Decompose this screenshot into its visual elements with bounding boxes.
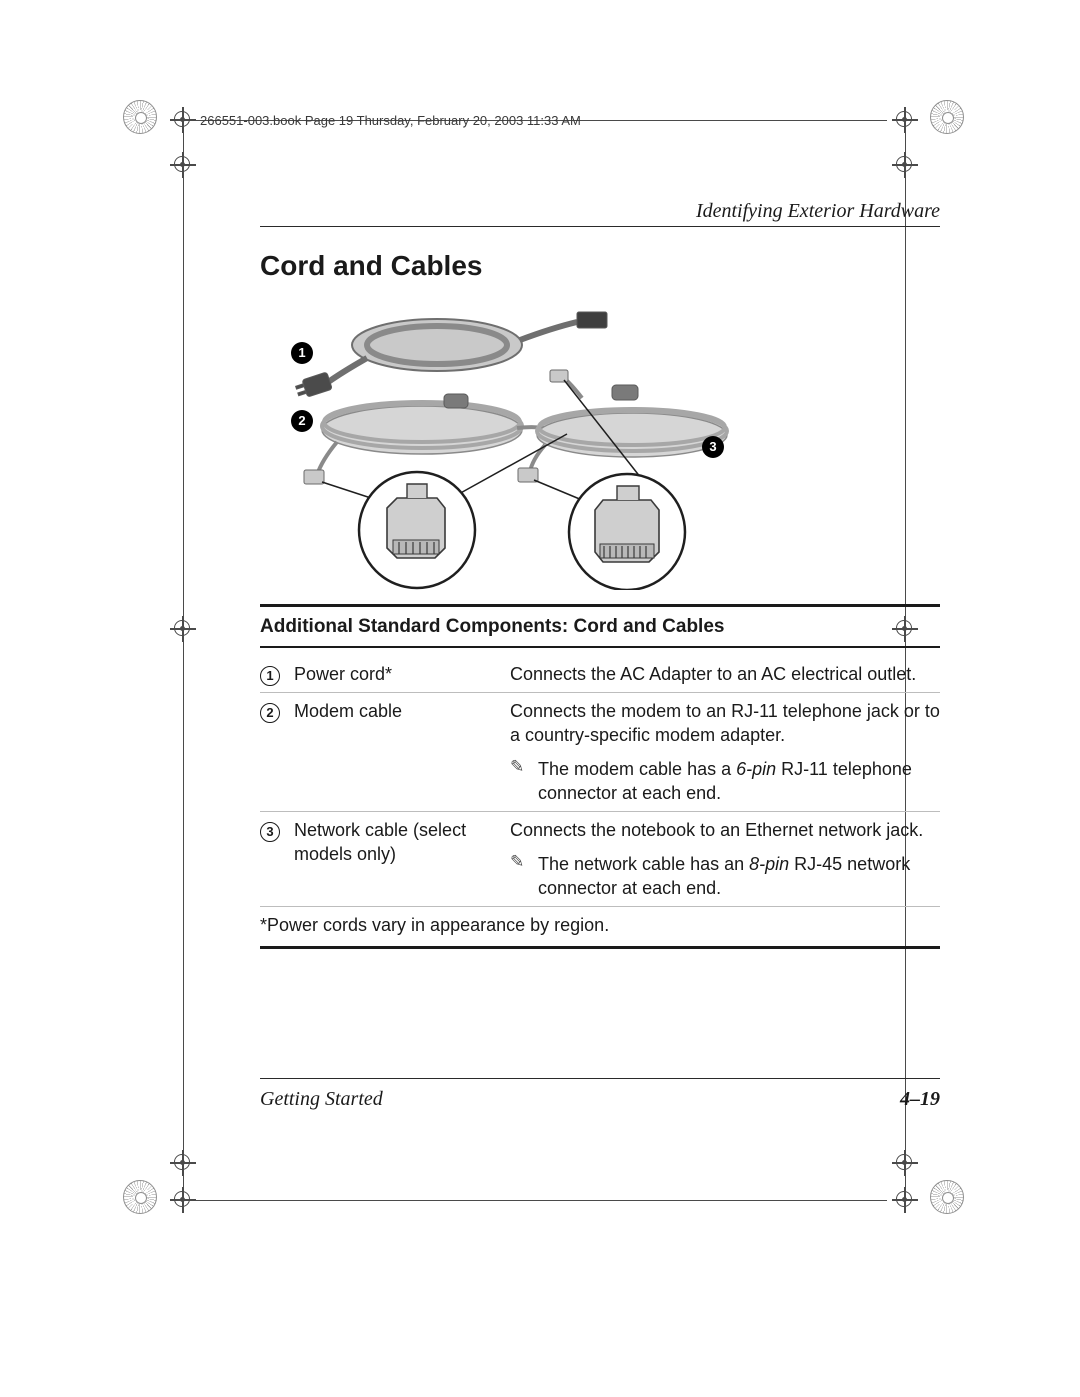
regmark-target-icon — [892, 152, 918, 178]
table-row: 2 Modem cable Connects the modem to an R… — [260, 693, 940, 812]
regmark-target-icon — [892, 1150, 918, 1176]
regmark-wheel-icon — [123, 1180, 157, 1214]
regmark-wheel-icon — [930, 1180, 964, 1214]
table-title-rule — [260, 646, 940, 648]
regmark-target-icon — [892, 107, 918, 133]
component-name: Network cable (select models only) — [294, 818, 510, 866]
component-description: Connects the AC Adapter to an AC electri… — [510, 662, 940, 686]
regmark-target-icon — [170, 107, 196, 133]
components-table: Additional Standard Components: Cord and… — [260, 604, 940, 949]
regmark-target-icon — [170, 1187, 196, 1213]
diagram-callout-3: 3 — [702, 436, 724, 458]
crop-line-left — [183, 130, 184, 1188]
crop-line-bottom — [195, 1200, 887, 1201]
table-title: Additional Standard Components: Cord and… — [260, 607, 940, 646]
table-footnote: *Power cords vary in appearance by regio… — [260, 907, 940, 946]
chapter-running-head: Identifying Exterior Hardware — [260, 200, 940, 223]
regmark-wheel-icon — [930, 100, 964, 134]
component-note: ✎ The network cable has an 8-pin RJ-45 n… — [510, 852, 940, 900]
footer-rule — [260, 1078, 940, 1079]
component-note: ✎ The modem cable has a 6-pin RJ-11 tele… — [510, 757, 940, 805]
cables-illustration-svg — [282, 300, 922, 590]
row-number-icon: 3 — [260, 822, 280, 842]
section-title: Cord and Cables — [260, 250, 482, 282]
regmark-wheel-icon — [123, 100, 157, 134]
table-row: 3 Network cable (select models only) Con… — [260, 812, 940, 907]
note-icon: ✎ — [510, 757, 538, 777]
row-number-icon: 1 — [260, 666, 280, 686]
note-text-em: 6-pin — [736, 759, 776, 779]
manual-page: 266551-003.book Page 19 Thursday, Februa… — [0, 0, 1080, 1397]
component-name: Modem cable — [294, 699, 510, 723]
table-bottom-rule — [260, 946, 940, 949]
cables-diagram: 1 2 3 — [282, 300, 922, 590]
diagram-callout-2: 2 — [291, 410, 313, 432]
component-description: Connects the modem to an RJ-11 telephone… — [510, 699, 940, 747]
table-row: 1 Power cord* Connects the AC Adapter to… — [260, 656, 940, 693]
footer-book-title: Getting Started — [260, 1088, 383, 1111]
note-icon: ✎ — [510, 852, 538, 872]
regmark-target-icon — [170, 152, 196, 178]
footer-page-number: 4–19 — [900, 1088, 940, 1111]
component-name: Power cord* — [294, 662, 510, 686]
row-number-icon: 2 — [260, 703, 280, 723]
chapter-rule — [260, 226, 940, 227]
regmark-target-icon — [170, 616, 196, 642]
regmark-target-icon — [170, 1150, 196, 1176]
regmark-target-icon — [892, 1187, 918, 1213]
component-description: Connects the notebook to an Ethernet net… — [510, 818, 940, 842]
book-header-line: 266551-003.book Page 19 Thursday, Februa… — [200, 113, 581, 128]
diagram-callout-1: 1 — [291, 342, 313, 364]
note-text-em: 8-pin — [749, 854, 789, 874]
note-text-pre: The modem cable has a — [538, 759, 736, 779]
note-text-pre: The network cable has an — [538, 854, 749, 874]
